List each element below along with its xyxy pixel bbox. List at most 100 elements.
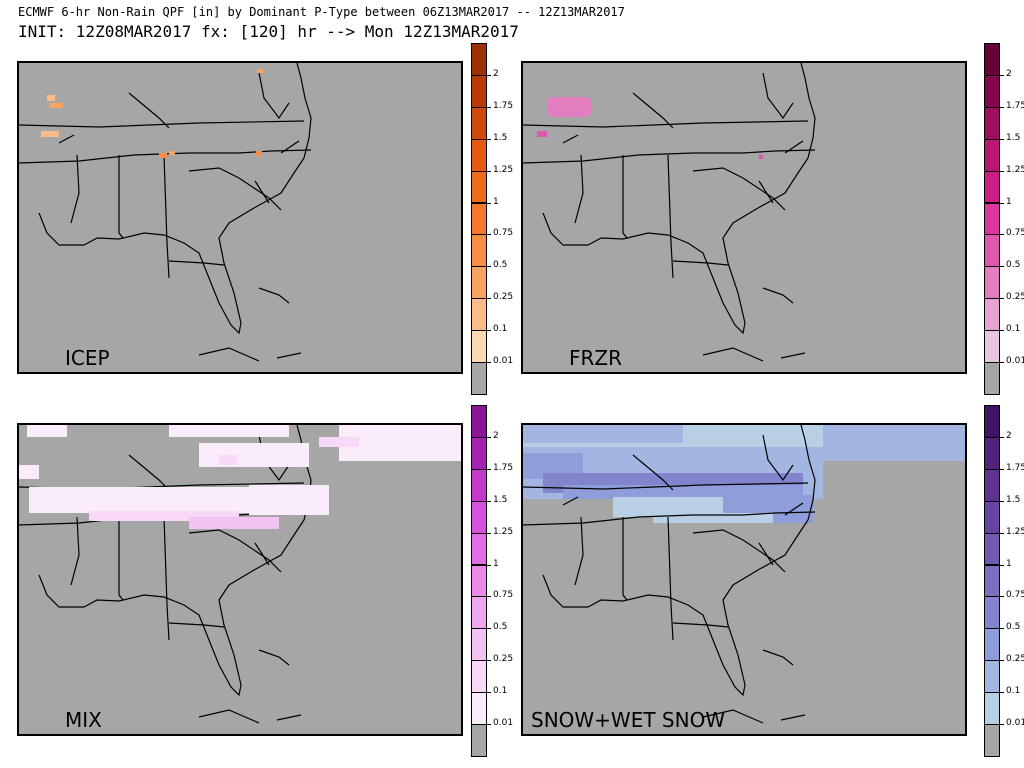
colorbar-tick-label: 1 [1000,558,1012,569]
colorbar-tick-label: 0.75 [486,228,514,239]
precip-area [759,155,763,159]
precip-area [29,487,249,513]
precip-area [523,425,683,443]
chart-title: ECMWF 6-hr Non-Rain QPF [in] by Dominant… [18,5,625,19]
colorbar-swatch [984,202,1000,236]
colorbar-swatch [984,298,1000,332]
colorbar-tick-label: 1.25 [999,527,1024,537]
colorbar-swatch [471,724,487,757]
colorbar-swatch [471,628,487,662]
colorbar-swatch [984,106,1000,140]
panel-label: SNOW+WET SNOW [531,708,726,732]
panel-label: ICEP [65,346,110,370]
colorbar-swatch [984,500,1000,534]
colorbar-tick-label: 0.5 [999,260,1021,271]
precip-area [653,513,773,523]
colorbar-tick-label: 0.75 [999,590,1024,600]
colorbar-tick-label: 1.75 [999,101,1024,111]
map-panel-frzr: FRZR [521,61,967,374]
colorbar-swatch [471,436,487,470]
precip-areas [523,425,965,523]
colorbar-tick-label: 0.01 [999,356,1024,366]
colorbar-swatch [471,405,487,438]
colorbar-icep: 2 1.75 1.5 1.25 1 0.75 0.5 0.25 0.1 0.01 [471,43,513,395]
colorbar-swatch [984,596,1000,630]
colorbar-tick-label: 1.5 [486,494,508,505]
colorbar-swatch [471,564,487,598]
map-panel-mix: MIX [17,423,463,736]
precip-area [169,425,289,437]
precip-areas [41,69,263,158]
colorbar-tick-label: 0.5 [486,622,508,633]
colorbar-swatch [984,170,1000,204]
colorbar-tick-label: 0.5 [486,260,508,271]
colorbar-swatch [471,266,487,300]
colorbar-tick-label: 0.25 [999,654,1024,664]
panel-label: FRZR [569,346,622,370]
panel-label: MIX [65,708,102,732]
colorbar-tick-label: 0.01 [486,356,514,366]
colorbar-swatch [984,405,1000,438]
colorbar-swatch [471,298,487,332]
colorbar-tick-label: 0.75 [486,590,514,601]
colorbar-tick-label: 0.25 [486,654,514,665]
colorbar-mix: 2 1.75 1.5 1.25 1 0.75 0.5 0.25 0.1 0.01 [471,405,513,757]
colorbar-swatch [471,43,487,76]
colorbar-tick-label: 1.75 [486,100,514,111]
colorbar-tick-label: 1.5 [999,494,1021,505]
precip-area [256,151,262,156]
precip-area [159,153,167,158]
colorbar-tick-label: 1 [1000,196,1012,207]
precip-area [41,131,59,137]
colorbar-tick-label: 1.25 [486,164,514,175]
colorbar-swatch [984,234,1000,268]
precip-area [339,425,461,461]
colorbar-swatch [984,660,1000,694]
colorbar-tick-label: 2 [487,430,499,441]
colorbar-tick-label: 1 [487,558,499,569]
colorbar-swatch [471,234,487,268]
precip-areas [537,97,763,159]
precip-area [823,425,965,461]
precip-area [249,485,329,515]
map-panel-snow: SNOW+WET SNOW [521,423,967,736]
colorbar-tick-label: 0.1 [999,324,1021,335]
colorbar-tick-label: 2 [1000,68,1012,79]
colorbar-swatch [984,138,1000,172]
colorbar-tick-label: 0.25 [486,292,514,303]
colorbar-swatch [984,692,1000,725]
colorbar-tick-label: 0.5 [999,622,1021,633]
colorbar-swatch [984,532,1000,566]
precip-areas [19,425,461,529]
colorbar-swatch [984,628,1000,662]
colorbar-tick-label: 1.5 [486,132,508,143]
colorbar-tick-label: 1.25 [486,526,514,537]
map-svg [523,425,965,724]
colorbar-tick-label: 0.01 [999,718,1024,728]
colorbar-tick-label: 1.25 [999,165,1024,175]
precip-area [547,97,591,117]
colorbar-tick-label: 0.1 [486,324,508,335]
precip-area [189,517,279,529]
map-panel-icep: ICEP [17,61,463,374]
precip-area [19,465,39,479]
colorbar-swatch [471,170,487,204]
chart-subtitle: INIT: 12Z08MAR2017 fx: [120] hr --> Mon … [18,22,519,41]
precip-area [537,131,547,137]
colorbar-swatch [471,660,487,694]
colorbar-tick-label: 0.01 [486,718,514,728]
map-svg [19,63,312,362]
precip-area [49,103,63,108]
colorbar-swatch [471,202,487,236]
colorbar-swatch [984,362,1000,395]
colorbar-swatch [984,468,1000,502]
precip-area [169,151,175,155]
colorbar-tick-label: 2 [1000,430,1012,441]
colorbar-tick-label: 1.75 [486,462,514,473]
colorbar-swatch [984,266,1000,300]
colorbar-swatch [471,532,487,566]
colorbar-tick-label: 0.75 [999,228,1024,238]
colorbar-swatch [471,74,487,108]
colorbar-swatch [471,500,487,534]
colorbar-swatch [471,330,487,363]
